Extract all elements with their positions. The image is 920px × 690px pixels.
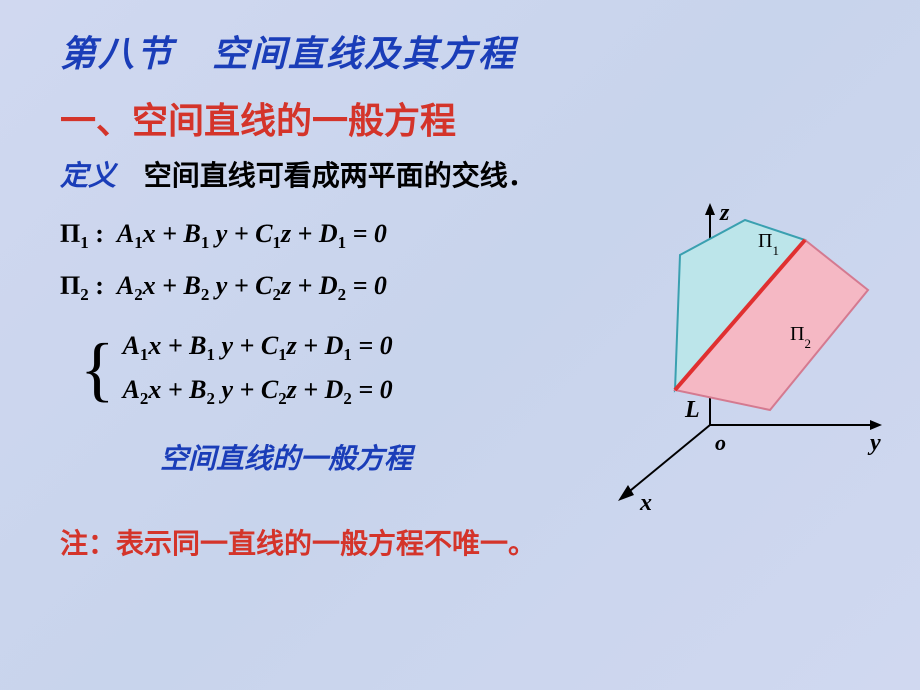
system-line-2: A2x + B2 y + C2z + D2 = 0: [123, 369, 393, 412]
y-axis-label: y: [867, 430, 881, 456]
section-heading: 一、空间直线的一般方程: [60, 92, 860, 144]
definition-row: 定义 空间直线可看成两平面的交线．: [60, 154, 860, 194]
x-axis-label: x: [639, 490, 652, 515]
system-line-1: A1x + B1 y + C1z + D1 = 0: [123, 325, 393, 368]
planes-diagram: z y x o L Π1 Π2: [570, 195, 890, 515]
definition-label: 定义: [60, 161, 116, 192]
x-axis: [625, 425, 710, 495]
definition-text: 空间直线可看成两平面的交线．: [144, 160, 536, 191]
y-axis-arrow: [870, 420, 882, 430]
origin-label: o: [715, 430, 726, 455]
z-axis-label: z: [719, 200, 730, 226]
left-brace: {: [80, 333, 115, 405]
note-text: 注：表示同一直线的一般方程不唯一。: [60, 522, 860, 562]
slide-title: 第八节 空间直线及其方程: [60, 25, 860, 77]
line-L-label: L: [684, 397, 700, 423]
x-axis-arrow: [618, 485, 634, 501]
z-axis-arrow: [705, 203, 715, 215]
